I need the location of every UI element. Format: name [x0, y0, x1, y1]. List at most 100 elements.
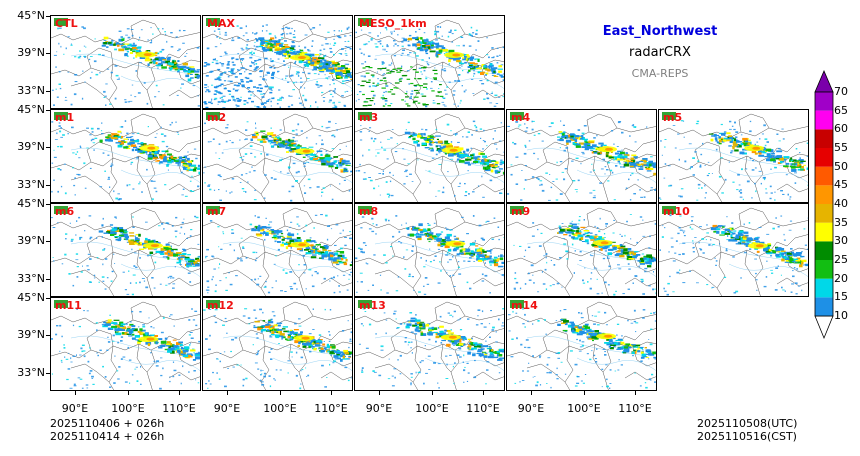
province-border	[146, 161, 156, 202]
colorbar-level-label: 65	[834, 103, 848, 117]
map-canvas	[355, 206, 504, 296]
province-border	[390, 141, 418, 163]
panel-label: m2	[207, 111, 227, 124]
province-border	[390, 329, 418, 351]
province-border	[374, 269, 414, 289]
map-panel-m5: m5	[658, 109, 809, 203]
map-panel-m13: m13	[354, 297, 505, 391]
lat-tick-label: 39°N	[17, 328, 45, 341]
province-border	[314, 140, 352, 157]
map-panel-m9: m9	[506, 203, 657, 297]
province-border	[203, 153, 352, 171]
river-line	[272, 169, 352, 183]
province-border	[678, 175, 718, 195]
province-border	[70, 269, 110, 289]
colorbar-level-label: 25	[834, 253, 848, 266]
province-border	[434, 113, 466, 133]
lon-tick-mark	[584, 391, 585, 395]
river-line	[678, 241, 800, 263]
lat-tick-label: 39°N	[17, 234, 45, 247]
colorbar-extend-high	[814, 70, 834, 93]
province-border	[314, 46, 352, 63]
province-border	[472, 89, 504, 99]
province-border	[260, 157, 270, 202]
map-panel-m1: m1	[50, 109, 201, 203]
map-canvas	[355, 18, 504, 108]
province-border	[507, 314, 656, 327]
province-border	[374, 363, 414, 383]
province-border	[108, 157, 118, 202]
province-border	[320, 183, 352, 193]
province-border	[507, 220, 656, 233]
province-border	[70, 363, 110, 383]
province-border	[776, 183, 808, 193]
province-border	[602, 349, 612, 390]
river-line	[576, 263, 656, 277]
lon-tick-mark	[432, 391, 433, 395]
province-border	[659, 126, 808, 139]
colorbar-segment	[815, 110, 833, 130]
province-border	[203, 220, 352, 233]
province-border	[450, 161, 460, 202]
product-title: radarCRX	[629, 45, 691, 60]
province-border	[754, 255, 764, 296]
province-border	[434, 19, 466, 39]
lon-tick-label: 100°E	[111, 402, 145, 415]
province-border	[108, 251, 118, 296]
map-canvas	[507, 300, 656, 390]
lat-tick-mark	[46, 147, 50, 148]
lat-tick-label: 45°N	[17, 103, 45, 116]
river-line	[728, 263, 808, 277]
lat-tick-mark	[46, 185, 50, 186]
province-border	[222, 363, 262, 383]
province-border	[70, 81, 110, 101]
river-line	[526, 335, 648, 357]
map-panel-m8: m8	[354, 203, 505, 297]
province-border	[203, 126, 352, 139]
colorbar-segment	[815, 297, 833, 316]
province-border	[374, 81, 414, 101]
province-border	[238, 235, 266, 257]
lat-tick-label: 45°N	[17, 197, 45, 210]
province-border	[238, 47, 266, 69]
map-canvas	[355, 112, 504, 202]
map-panel-meso-1km: MESO_1km	[354, 15, 505, 109]
river-line	[120, 169, 200, 183]
river-line	[222, 335, 344, 357]
province-border	[466, 328, 504, 345]
province-border	[162, 46, 200, 63]
province-border	[434, 301, 466, 321]
river-line	[374, 241, 496, 263]
province-border	[770, 140, 808, 157]
river-line	[70, 147, 192, 169]
province-border	[320, 277, 352, 287]
province-border	[282, 301, 314, 321]
province-border	[86, 235, 114, 257]
map-panel-m7: m7	[202, 203, 353, 297]
lon-tick-mark	[331, 391, 332, 395]
panel-label: m13	[359, 299, 386, 312]
province-border	[472, 277, 504, 287]
province-border	[51, 32, 200, 45]
province-border	[592, 155, 604, 185]
panel-label: m1	[55, 111, 75, 124]
init-time-2: 2025110414 + 026h	[50, 430, 165, 443]
province-border	[86, 329, 114, 351]
lon-tick-label: 110°E	[618, 402, 652, 415]
lon-tick-mark	[75, 391, 76, 395]
colorbar-level-label: 45	[834, 178, 848, 192]
colorbar-level-label: 10	[834, 309, 848, 322]
province-border	[86, 47, 114, 69]
province-border	[238, 329, 266, 351]
lon-tick-label: 110°E	[466, 402, 500, 415]
river-line	[424, 75, 504, 89]
map-canvas	[51, 18, 200, 108]
lat-tick-mark	[46, 373, 50, 374]
river-line	[120, 263, 200, 277]
province-border	[390, 235, 418, 257]
colorbar-segment	[815, 241, 833, 260]
province-border	[450, 349, 460, 390]
province-border	[136, 155, 148, 185]
province-border	[618, 140, 656, 157]
colorbar-segment	[815, 166, 833, 186]
